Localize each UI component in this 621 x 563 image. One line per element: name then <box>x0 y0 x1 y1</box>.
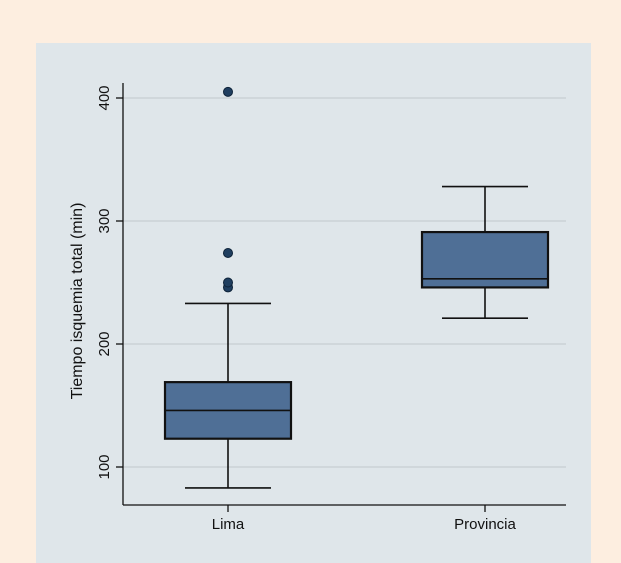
x-axis-ticks: Lima Provincia <box>212 505 516 533</box>
outlier-point <box>223 247 233 258</box>
y-tick-label: 200 <box>96 331 113 356</box>
y-tick-label: 400 <box>96 85 113 110</box>
y-tick-label: 300 <box>96 208 113 233</box>
x-tick-label: Lima <box>212 516 245 533</box>
outlier-point <box>223 277 233 288</box>
x-tick-label: Provincia <box>454 516 516 533</box>
boxplot-chart: 100 200 300 400 Lima Provincia Tiempo isquem… <box>69 83 566 533</box>
y-axis-title: Tiempo isquemia total (min) <box>69 203 86 400</box>
box-provincia <box>420 185 550 319</box>
box-series <box>163 86 550 489</box>
y-axis-ticks: 100 200 300 400 <box>96 85 123 480</box>
box-lima <box>163 86 293 489</box>
outlier-point <box>223 86 233 97</box>
gridlines <box>123 97 566 468</box>
figure-panel: 100 200 300 400 Lima Provincia Tiempo isquem… <box>36 43 591 563</box>
y-tick-label: 100 <box>96 454 113 479</box>
